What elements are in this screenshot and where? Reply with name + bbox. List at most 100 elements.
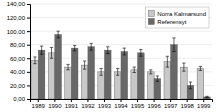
series <box>38 31 210 99</box>
tick-mark <box>27 99 30 100</box>
tick-mark <box>27 58 30 59</box>
legend: Norra Kalmarsund Referensyt <box>145 7 209 28</box>
error-bar <box>66 64 69 69</box>
bar <box>154 79 161 99</box>
bar <box>38 50 45 99</box>
error-bar <box>182 63 185 71</box>
error-bar <box>133 67 136 72</box>
tick: 1994 <box>114 99 128 109</box>
tick-label: 120,00 <box>7 15 26 21</box>
tick-label: 1990 <box>48 103 62 109</box>
error-bar <box>40 46 43 54</box>
tick-mark <box>121 99 122 102</box>
legend-label: Referensyt <box>157 19 186 25</box>
error-bar <box>99 68 102 75</box>
bar <box>104 50 111 99</box>
x-axis: 1989199019911992199319941995199619971998… <box>31 99 213 109</box>
marks <box>32 31 211 99</box>
tick-label: 1993 <box>98 103 112 109</box>
tick: 1995 <box>131 99 145 109</box>
tick-label: 20,00 <box>10 83 26 89</box>
tick: 1990 <box>48 99 62 109</box>
bar <box>147 72 154 99</box>
bar <box>138 53 145 99</box>
bar <box>48 53 55 99</box>
error-bar <box>33 57 36 64</box>
tick-mark <box>187 99 188 102</box>
bar <box>114 72 121 99</box>
grid-line <box>30 4 212 5</box>
error-bar <box>73 45 76 50</box>
legend-item: Referensyt <box>148 19 186 25</box>
tick: 1992 <box>81 99 95 109</box>
tick-label: 1991 <box>65 103 79 109</box>
legend-item: Norra Kalmarsund <box>148 11 206 17</box>
error-bar <box>123 48 126 55</box>
tick: 1998 <box>181 99 195 109</box>
error-bar <box>106 47 109 54</box>
tick: 40,00 <box>10 69 30 75</box>
error-bar <box>205 96 208 97</box>
tick-mark <box>27 18 30 19</box>
bar <box>121 52 128 100</box>
error-bar <box>50 47 53 58</box>
tick-mark <box>203 99 204 102</box>
bar <box>32 60 39 99</box>
error-bar <box>116 68 119 75</box>
plot: 0,00 20,00 40,00 60,00 80,00 100,00 120,00 140,… <box>7 1 213 108</box>
tick: 140,00 <box>7 1 30 7</box>
chart: 0,00 20,00 40,00 60,00 80,00 100,00 120,00 140,… <box>0 0 216 112</box>
tick: 100,00 <box>7 29 30 35</box>
tick: 1991 <box>65 99 79 109</box>
tick-mark <box>27 72 30 73</box>
tick: 20,00 <box>10 83 30 89</box>
bar <box>55 35 62 99</box>
tick-mark <box>27 85 30 86</box>
tick-label: 100,00 <box>7 29 26 35</box>
tick: 1999 <box>197 99 211 109</box>
tick: 60,00 <box>10 56 30 62</box>
tick-label: 40,00 <box>10 69 26 75</box>
tick-mark <box>38 99 39 102</box>
legend-swatch <box>148 11 154 17</box>
y-axis: 0,00 20,00 40,00 60,00 80,00 100,00 120,00 140,… <box>7 1 31 102</box>
tick-label: 1995 <box>131 103 145 109</box>
bar <box>171 45 178 99</box>
tick: 0,00 <box>13 96 30 102</box>
bar <box>98 72 105 99</box>
tick-mark <box>27 45 30 46</box>
tick-mark <box>104 99 105 102</box>
tick-label: 1999 <box>197 103 211 109</box>
bar <box>197 68 204 99</box>
axis-line <box>27 5 31 100</box>
bar <box>88 47 95 99</box>
tick-label: 1998 <box>181 103 195 109</box>
bar <box>81 65 88 99</box>
error-bar <box>189 82 192 89</box>
tick-mark <box>87 99 88 102</box>
tick-label: 60,00 <box>10 56 26 62</box>
tick-label: 0,00 <box>13 96 25 102</box>
tick: 120,00 <box>7 15 30 21</box>
tick: 1996 <box>147 99 161 109</box>
tick-mark <box>137 99 138 102</box>
legend-label: Norra Kalmarsund <box>157 11 206 17</box>
tick-mark <box>27 4 30 5</box>
error-bar <box>139 49 142 56</box>
error-bar <box>172 38 175 52</box>
error-bar <box>156 76 159 81</box>
tick-label: 80,00 <box>10 42 26 48</box>
tick-label: 1997 <box>164 103 178 109</box>
legend-swatch <box>148 19 154 25</box>
error-bar <box>199 66 202 70</box>
grid <box>30 4 212 99</box>
bar <box>204 97 211 99</box>
tick: 1989 <box>32 99 46 109</box>
tick-label: 1996 <box>147 103 161 109</box>
tick-mark <box>71 99 72 102</box>
tick-label: 1994 <box>114 103 128 109</box>
tick-mark <box>54 99 55 102</box>
bar <box>71 48 78 99</box>
error-bar <box>83 61 86 69</box>
error-bar <box>56 31 59 38</box>
